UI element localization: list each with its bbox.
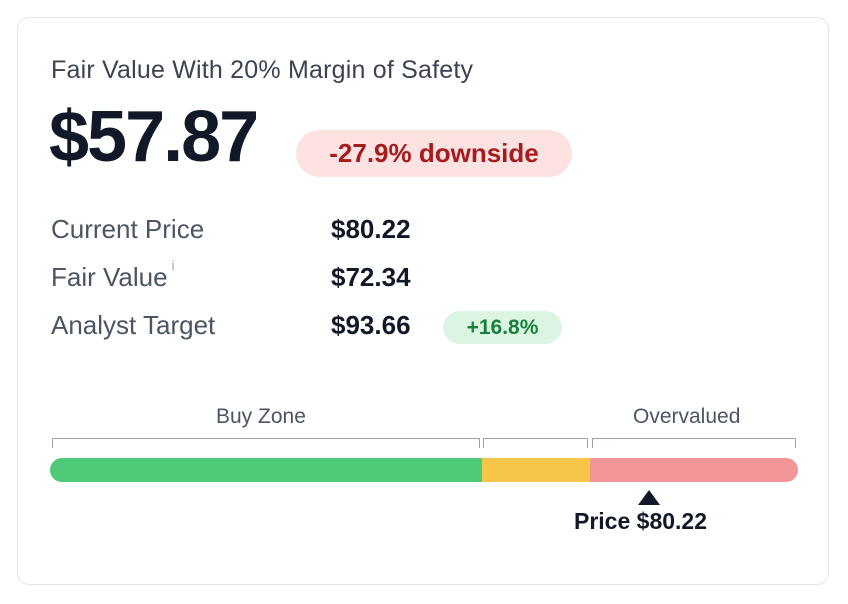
current-price-value: $80.22: [331, 214, 411, 244]
analyst-target-value: $93.66: [331, 310, 411, 340]
price-marker-icon: [638, 490, 660, 505]
buy-zone-bracket: [52, 438, 480, 448]
fair-zone-segment: [482, 458, 590, 482]
overvalued-label: Overvalued: [633, 405, 741, 428]
fair-value-mos: $57.87: [49, 97, 259, 177]
fair-zone-bracket: [483, 438, 588, 448]
current-price-label: Current Price: [51, 214, 205, 244]
fair-value-label: Fair Value: [51, 262, 168, 292]
buy-zone-segment: [50, 458, 482, 482]
price-marker-label: Price $80.22: [574, 508, 708, 534]
analyst-upside-badge: +16.8%: [443, 311, 562, 344]
buy-zone-label: Buy Zone: [216, 405, 306, 428]
valuation-bar: [50, 458, 798, 482]
card-title: Fair Value With 20% Margin of Safety: [51, 56, 474, 84]
overvalued-bracket: [592, 438, 796, 448]
analyst-target-label: Analyst Target: [51, 310, 216, 340]
info-icon[interactable]: i: [171, 258, 175, 273]
fair-value-value: $72.34: [331, 262, 411, 292]
valuation-card: [17, 17, 829, 585]
overvalued-segment: [590, 458, 798, 482]
downside-badge: -27.9% downside: [296, 130, 572, 177]
fair-value-label-row: Fair Value i: [51, 258, 174, 293]
